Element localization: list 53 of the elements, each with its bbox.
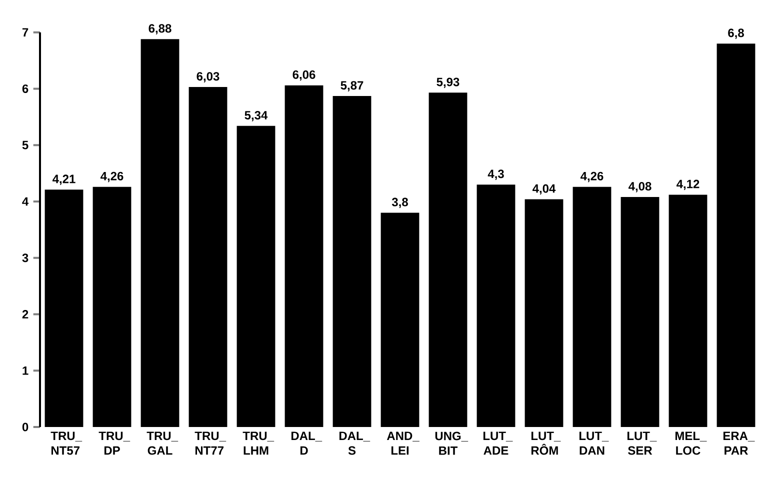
data-label: 4,3 (488, 170, 504, 180)
data-label: 4,26 (100, 172, 124, 182)
x-tick-label: LUT_ SER (627, 432, 657, 455)
bar (188, 87, 228, 427)
y-tick-label: 0 (22, 422, 28, 432)
bar (476, 184, 516, 427)
data-label: 5,93 (436, 78, 460, 88)
data-label: 6,88 (148, 24, 172, 34)
y-tick-label: 7 (22, 28, 28, 36)
bar (668, 194, 708, 427)
x-tick-label: UNG_ BIT (435, 432, 468, 455)
x-tick-label: TRU_ NT77 (194, 432, 226, 455)
data-label: 4,08 (628, 182, 652, 192)
bar (92, 186, 132, 427)
data-label: 6,8 (728, 28, 744, 39)
x-tick-label: TRU_ NT57 (50, 432, 82, 455)
bar (524, 199, 564, 427)
bar (236, 126, 276, 427)
x-tick-label: DAL_ D (291, 432, 322, 455)
bar (572, 186, 612, 427)
x-tick-label: MEL_ LOC (675, 432, 707, 455)
data-label: 4,04 (532, 184, 556, 195)
x-tick-label: ERA_ PAR (723, 432, 755, 455)
y-tick-label: 1 (22, 366, 28, 375)
bar (44, 190, 84, 427)
x-tick-label: LUT_ DAN (579, 432, 609, 455)
x-tick-label: TRU_ GAL (146, 432, 178, 455)
data-label: 4,26 (580, 172, 604, 182)
y-tick-label: 3 (22, 254, 28, 262)
bar (332, 96, 372, 427)
bar (428, 92, 468, 427)
x-tick-label: DAL_ S (339, 432, 370, 455)
x-tick-label: LUT_ ADE (483, 432, 513, 455)
bar (140, 39, 180, 427)
data-label: 4,12 (676, 180, 700, 190)
x-tick-label: TRU_ LHM (242, 432, 274, 455)
data-label: 5,87 (340, 81, 364, 92)
bar (716, 44, 756, 427)
bar (380, 212, 420, 427)
x-tick-label: LUT_ RÔM (531, 432, 561, 455)
data-label: 6,06 (292, 70, 316, 81)
y-tick-label: 2 (22, 310, 28, 318)
x-tick-label: AND_ LEI (386, 432, 420, 455)
bar (284, 85, 324, 427)
data-label: 5,34 (244, 110, 268, 122)
data-label: 4,21 (52, 174, 76, 185)
y-tick-label: 6 (22, 84, 28, 93)
x-tick-label: TRU_ DP (98, 432, 130, 455)
y-tick-label: 4 (22, 197, 29, 206)
bar (620, 196, 660, 427)
data-label: 6,03 (196, 72, 220, 82)
data-label: 3,8 (392, 198, 408, 208)
y-tick-label: 5 (22, 140, 28, 150)
